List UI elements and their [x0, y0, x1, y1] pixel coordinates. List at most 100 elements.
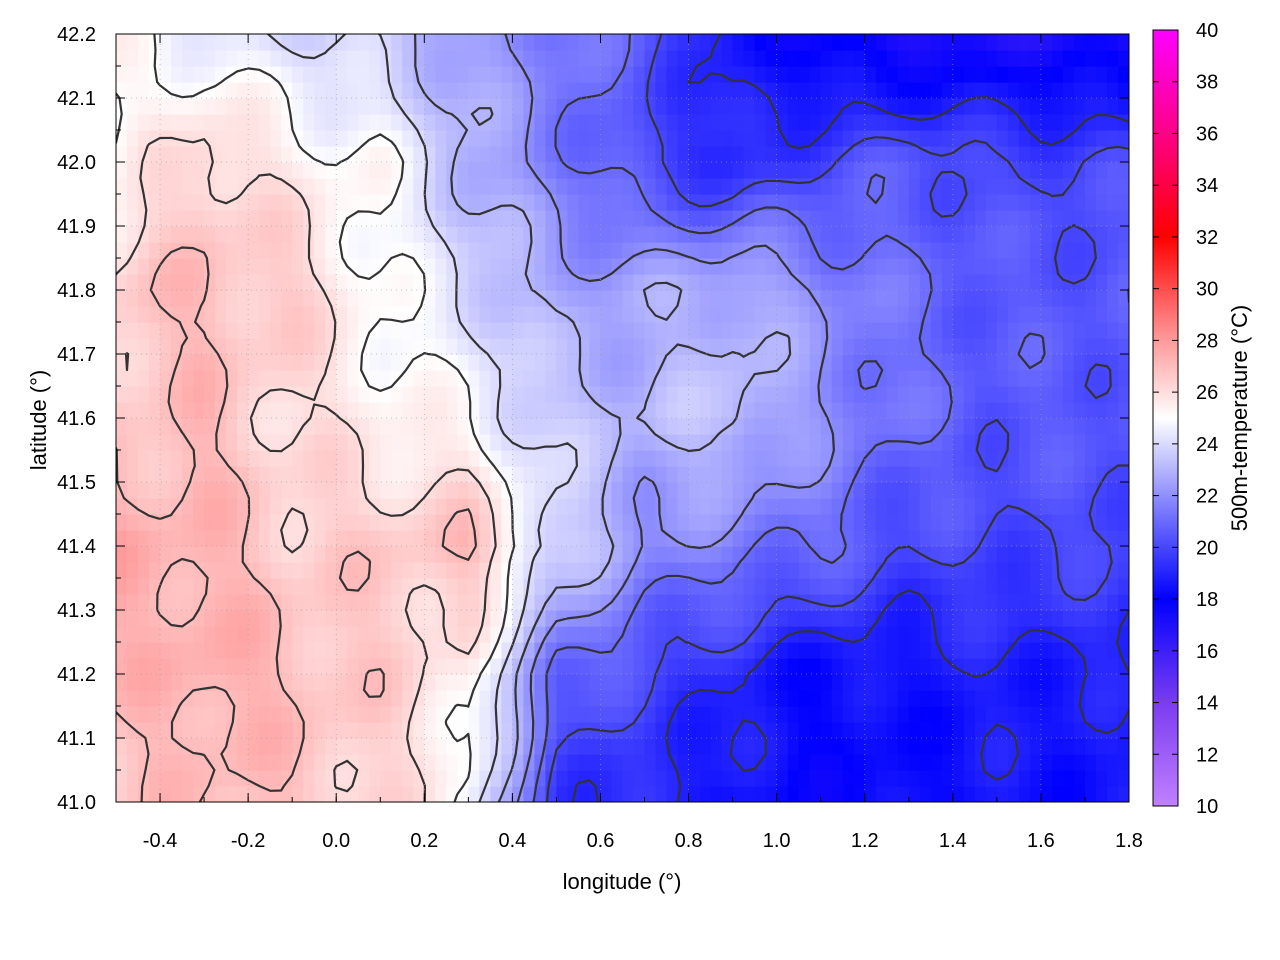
heatmap-cell — [545, 626, 558, 643]
heatmap-cell — [941, 626, 954, 643]
heatmap-cell — [523, 402, 536, 419]
heatmap-cell — [1073, 770, 1086, 787]
heatmap-cell — [1084, 130, 1097, 147]
heatmap-cell — [600, 114, 613, 131]
heatmap-cell — [809, 354, 822, 371]
heatmap-cell — [281, 658, 293, 675]
heatmap-cell — [215, 66, 227, 83]
heatmap-cell — [501, 466, 513, 483]
heatmap-cell — [809, 194, 822, 211]
heatmap-cell — [424, 658, 436, 675]
heatmap-cell — [1117, 514, 1129, 531]
heatmap-cell — [1117, 658, 1129, 675]
heatmap-cell — [941, 642, 954, 659]
heatmap-cell — [1018, 194, 1031, 211]
heatmap-cell — [699, 658, 712, 675]
heatmap-cell — [754, 290, 767, 307]
heatmap-cell — [1051, 162, 1064, 179]
heatmap-cell — [1040, 434, 1053, 451]
heatmap-cell — [1040, 562, 1053, 579]
heatmap-cell — [941, 610, 954, 627]
heatmap-cell — [270, 706, 282, 723]
heatmap-cell — [138, 562, 150, 579]
heatmap-cell — [490, 434, 502, 451]
heatmap-cell — [468, 482, 480, 499]
heatmap-cell — [523, 674, 536, 691]
heatmap-cell — [1007, 418, 1020, 435]
heatmap-cell — [600, 786, 613, 802]
heatmap-cell — [259, 370, 271, 387]
heatmap-cell — [270, 626, 282, 643]
heatmap-cell — [875, 562, 888, 579]
heatmap-cell — [127, 226, 139, 243]
heatmap-cell — [138, 722, 150, 739]
heatmap-cell — [688, 642, 701, 659]
heatmap-cell — [259, 610, 271, 627]
heatmap-cell — [259, 82, 271, 99]
heatmap-cell — [490, 354, 502, 371]
heatmap-cell — [270, 674, 282, 691]
heatmap-cell — [798, 82, 811, 99]
heatmap-cell — [171, 530, 183, 547]
heatmap-cell — [1007, 674, 1020, 691]
heatmap-cell — [897, 482, 910, 499]
heatmap-cell — [281, 450, 293, 467]
heatmap-cell — [765, 722, 778, 739]
heatmap-cell — [776, 34, 789, 51]
heatmap-cell — [303, 290, 315, 307]
heatmap-cell — [809, 514, 822, 531]
heatmap-cell — [908, 34, 921, 51]
heatmap-cell — [952, 66, 965, 83]
heatmap-cell — [776, 258, 789, 275]
heatmap-cell — [1095, 626, 1108, 643]
heatmap-cell — [842, 178, 855, 195]
heatmap-cell — [721, 258, 734, 275]
heatmap-cell — [1117, 370, 1129, 387]
heatmap-cell — [798, 770, 811, 787]
heatmap-cell — [336, 402, 348, 419]
heatmap-cell — [941, 706, 954, 723]
heatmap-cell — [908, 578, 921, 595]
heatmap-cell — [116, 66, 128, 83]
heatmap-cell — [336, 642, 348, 659]
heatmap-cell — [633, 610, 646, 627]
heatmap-cell — [886, 178, 899, 195]
heatmap-cell — [589, 290, 602, 307]
heatmap-cell — [1040, 626, 1053, 643]
heatmap-cell — [820, 306, 833, 323]
heatmap-cell — [127, 162, 139, 179]
heatmap-cell — [754, 450, 767, 467]
heatmap-cell — [952, 610, 965, 627]
heatmap-cell — [1029, 82, 1042, 99]
heatmap-cell — [732, 450, 745, 467]
y-tick-label: 41.8 — [57, 280, 96, 302]
heatmap-cell — [1084, 434, 1097, 451]
heatmap-cell — [116, 162, 128, 179]
heatmap-cell — [864, 338, 877, 355]
heatmap-cell — [534, 210, 547, 227]
heatmap-cell — [677, 738, 690, 755]
heatmap-cell — [138, 50, 150, 67]
heatmap-cell — [446, 418, 458, 435]
heatmap-cell — [347, 658, 359, 675]
heatmap-cell — [369, 450, 381, 467]
heatmap-cell — [171, 434, 183, 451]
heatmap-cell — [622, 530, 635, 547]
heatmap-cell — [248, 322, 260, 339]
heatmap-cell — [336, 722, 348, 739]
heatmap-cell — [325, 658, 337, 675]
heatmap-cell — [1117, 210, 1129, 227]
heatmap-cell — [1117, 642, 1129, 659]
heatmap-cell — [457, 146, 469, 163]
heatmap-cell — [314, 386, 326, 403]
heatmap-cell — [479, 578, 491, 595]
heatmap-cell — [1106, 226, 1119, 243]
heatmap-cell — [204, 722, 216, 739]
heatmap-cell — [820, 82, 833, 99]
heatmap-cell — [314, 178, 326, 195]
heatmap-cell — [589, 162, 602, 179]
heatmap-cell — [908, 498, 921, 515]
heatmap-cell — [754, 226, 767, 243]
heatmap-cell — [699, 738, 712, 755]
heatmap-cell — [237, 690, 249, 707]
